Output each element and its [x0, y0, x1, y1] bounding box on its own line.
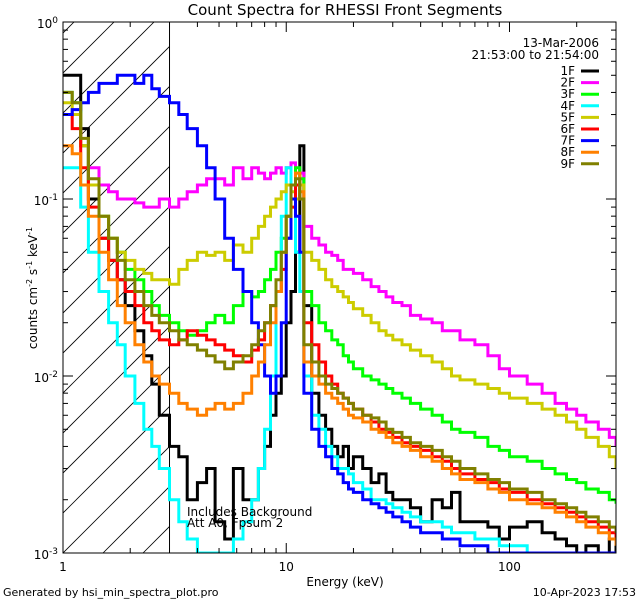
hatch-line: [0, 0, 103, 553]
legend-label-4F: 4F: [560, 99, 575, 113]
series-line-5F: [63, 101, 616, 469]
annotation-background: Includes Background: [187, 505, 312, 519]
legend-label-6F: 6F: [560, 122, 575, 136]
series-line-1F: [63, 73, 616, 553]
background-hatch-region: [0, 0, 170, 553]
y-tick-label: 10-2: [34, 370, 58, 385]
hatch-line: [63, 45, 170, 154]
series-line-3F: [63, 90, 616, 504]
hatch-line: [63, 405, 170, 514]
series-line-2F: [63, 113, 616, 447]
legend-label-7F: 7F: [560, 134, 575, 148]
hatch-line: [63, 22, 115, 74]
plot-frame: [62, 21, 617, 554]
time-range-label: 21:53:00 to 21:54:00: [472, 48, 599, 62]
legend-label-1F: 1F: [560, 64, 575, 78]
hatch-line: [63, 445, 170, 553]
series-line-9F: [63, 90, 616, 533]
annotation-attenuator: Att A0, Fpsum 2: [187, 516, 283, 530]
x-tick-label: 10: [279, 560, 294, 574]
hatch-line: [63, 125, 170, 234]
hatch-line: [63, 245, 170, 354]
series-line-8F: [63, 144, 616, 546]
legend-label-8F: 8F: [560, 145, 575, 159]
axis-ticks: 1 10 100 100 10-1 10-2 10-3: [34, 16, 617, 574]
timestamp-label: 10-Apr-2023 17:53: [533, 586, 636, 599]
series-line-4F: [63, 166, 616, 553]
legend-label-5F: 5F: [560, 110, 575, 124]
x-tick-label: 1: [59, 560, 67, 574]
hatch-line: [63, 285, 170, 394]
legend-label-9F: 9F: [560, 157, 575, 171]
legend-label-2F: 2F: [560, 76, 575, 90]
generated-by-label: Generated by hsi_min_spectra_plot.pro: [3, 586, 219, 599]
hatch-line: [63, 22, 155, 114]
x-tick-label: 100: [498, 560, 521, 574]
series-line-6F: [63, 113, 616, 539]
hatch-line: [63, 365, 170, 474]
y-tick-label: 10-3: [34, 547, 58, 562]
legend-label-3F: 3F: [560, 87, 575, 101]
y-tick-label: 100: [37, 16, 58, 31]
hatch-line: [63, 165, 170, 274]
hatch-line: [63, 22, 75, 34]
series-line-7F: [63, 73, 616, 553]
series-lines: [63, 73, 616, 553]
date-label: 13-Mar-2006: [523, 36, 599, 50]
y-axis-label: counts cm-2 s-1 keV-1: [25, 227, 40, 349]
x-axis-label: Energy (keV): [306, 575, 383, 589]
y-tick-label: 10-1: [34, 193, 58, 208]
chart-title: Count Spectra for RHESSI Front Segments: [188, 1, 503, 19]
